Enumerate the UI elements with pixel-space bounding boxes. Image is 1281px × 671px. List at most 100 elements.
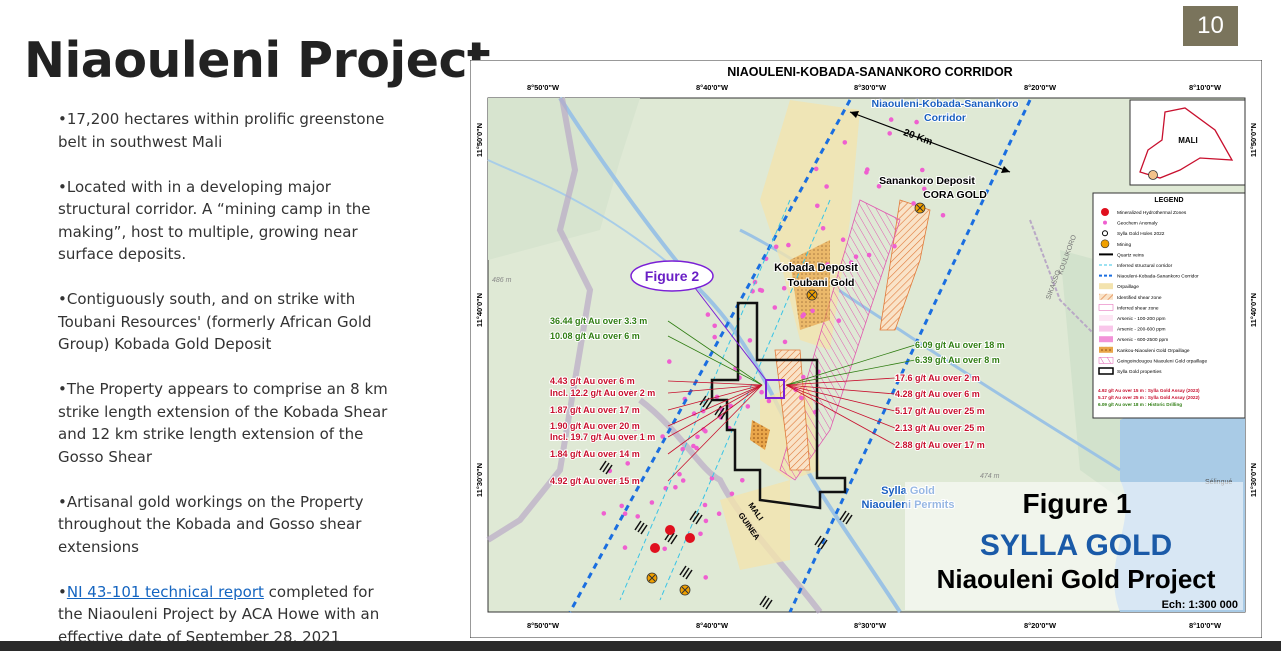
leader-line — [667, 335, 763, 386]
geochem-dot — [824, 184, 829, 189]
geochem-dot — [914, 119, 919, 125]
border — [638, 397, 823, 614]
legend-item: Kankou-Niaouleni Gold Orpaillage — [1117, 348, 1190, 354]
legend-item: Sylla Gold properties — [1117, 369, 1162, 375]
company-name: SYLLA GOLD — [980, 529, 1172, 562]
geochem-dot — [800, 313, 805, 319]
geochem-dot — [712, 334, 717, 340]
bullet: •Located with in a developing major stru… — [58, 177, 371, 264]
geochem-dot — [712, 323, 717, 329]
hydrothermal-dot — [665, 525, 675, 535]
relief — [488, 98, 640, 260]
geochem-dot — [894, 179, 900, 185]
legend-symbol — [1103, 220, 1107, 225]
assay-label: 1.90 g/t Au over 20 m — [550, 421, 640, 431]
leader-line — [667, 380, 763, 386]
geochem-dot — [766, 398, 772, 404]
geochem-dot — [940, 213, 946, 218]
leader-line — [667, 384, 763, 411]
geochem-dot — [703, 518, 709, 524]
legend-item: Arsenic - 200-600 ppm — [1117, 327, 1166, 333]
assay-label: Incl. 12.2 g/t Au over 2 m — [550, 388, 655, 398]
legend-item: Arsenic - 600-2500 ppm — [1117, 337, 1168, 343]
geochem-dot — [810, 308, 815, 314]
hydrothermal-dot — [650, 543, 660, 553]
geochem-dot — [667, 359, 672, 364]
legend-symbol — [1099, 346, 1113, 353]
longitude-label: 8°20'0"W — [1024, 621, 1057, 630]
bullet: •The Property appears to comprise an 8 k… — [58, 380, 388, 466]
elevation-label: 486 m — [492, 277, 512, 284]
legend-symbol — [1099, 283, 1113, 290]
caption-backdrop — [905, 482, 1243, 610]
leader-line — [785, 384, 896, 412]
legend-symbol — [1101, 208, 1109, 216]
vein — [689, 510, 703, 525]
figure2-pointer — [694, 287, 767, 381]
geochem-dot — [729, 491, 735, 497]
assay-label: 4.28 g/t Au over 6 m — [895, 389, 980, 399]
legend-symbol — [1098, 304, 1114, 311]
river — [558, 96, 902, 614]
leader-line — [667, 384, 763, 438]
geochem-dot — [815, 203, 820, 209]
company-label: CORA GOLD — [923, 189, 987, 201]
geochem-dot — [747, 338, 753, 343]
quartz-veins — [599, 395, 853, 610]
geochem-dot — [786, 242, 791, 248]
longitude-label: 8°50'0"W — [527, 621, 560, 630]
assay-label: 4.43 g/t Au over 6 m — [550, 376, 635, 386]
geochem-dot — [887, 131, 892, 136]
legend-item: Geochem Anomaly — [1117, 221, 1158, 227]
geochem-dot — [622, 511, 628, 516]
geochem-dot — [716, 511, 722, 516]
leader-line — [785, 344, 916, 386]
geochem-dot — [698, 531, 703, 537]
geochem-dot — [677, 471, 682, 477]
geochem-dot — [848, 260, 854, 265]
geochem-dot — [842, 140, 848, 145]
vein — [839, 510, 853, 525]
report-link[interactable]: NI 43-101 technical report — [66, 582, 264, 601]
bullet: •17,200 hectares within prolific greenst… — [58, 110, 385, 151]
geochem-dot — [888, 117, 894, 122]
geochem-dot — [782, 339, 788, 345]
geochem-dot — [911, 201, 916, 206]
border — [486, 97, 594, 543]
geochem-dot — [866, 252, 872, 258]
latitude-label: 11°30'0"N — [475, 463, 484, 497]
bullet: •Contiguously south, and on strike with … — [58, 290, 372, 353]
legend-item: Goingoindougou Niaouleni Gold orpaillage — [1117, 358, 1207, 364]
legend-item: Sylla Gold Holes 2022 — [1117, 231, 1165, 237]
project-name: Niaouleni Gold Project — [937, 564, 1216, 594]
deposit-label: Kobada Deposit — [774, 262, 858, 274]
leader-line — [785, 377, 896, 386]
assay-label: 17.6 g/t Au over 2 m — [895, 373, 980, 383]
geochem-dot — [701, 427, 706, 432]
river — [487, 159, 701, 291]
geochem-dot — [703, 575, 708, 580]
leader-line — [785, 384, 896, 429]
geochem-dot — [836, 318, 842, 324]
assay-label: 10.08 g/t Au over 6 m — [550, 331, 640, 341]
geochem-dot — [733, 366, 738, 371]
legend-symbol — [1099, 325, 1113, 332]
geochem-dot — [601, 511, 607, 516]
vein — [599, 460, 613, 475]
legend-symbol — [1099, 336, 1113, 343]
longitude-label: 8°40'0"W — [696, 83, 729, 92]
legend-symbol — [1098, 357, 1114, 364]
legend-item: Identified shear zone — [1117, 295, 1162, 301]
legend-note: 4.92 g/t Au over 15 m : Sylla Gold Assay… — [1098, 388, 1200, 393]
assay-label: 5.17 g/t Au over 25 m — [895, 406, 985, 416]
geochem-dot — [840, 237, 846, 242]
geochem-dot — [759, 389, 764, 395]
bullet: •NI 43-101 technical report completed fo… — [58, 581, 393, 649]
deposit-label: Sanankoro Deposit — [879, 175, 975, 187]
page-number: 10 — [1183, 6, 1238, 46]
mining-icon — [808, 291, 816, 299]
inset-label: MALI — [1178, 136, 1198, 145]
hydrothermal-dot — [685, 533, 695, 543]
geochem-dot — [702, 502, 708, 508]
longitude-label: 8°40'0"W — [696, 621, 729, 630]
